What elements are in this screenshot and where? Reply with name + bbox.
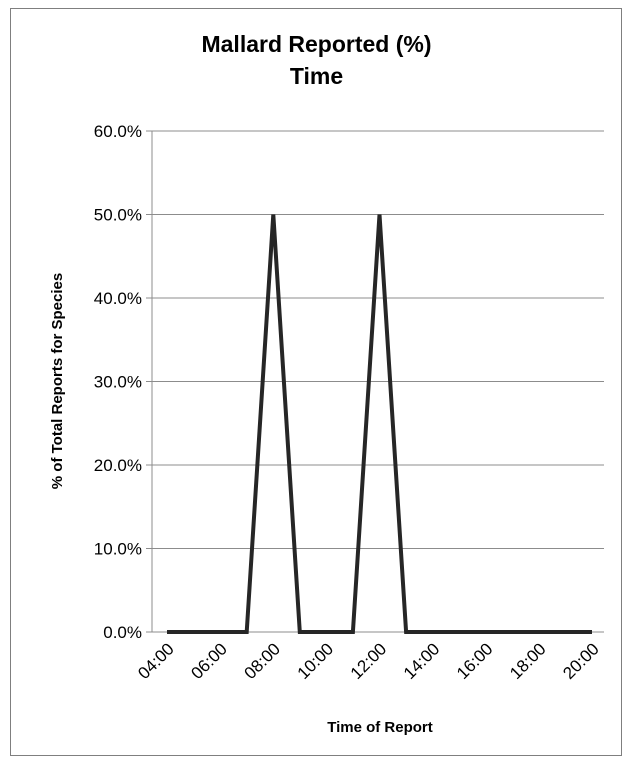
chart-title: Mallard Reported (%) Time [0,28,633,92]
chart-title-line-1: Mallard Reported (%) [201,31,432,57]
x-tick-label: 08:00 [241,639,285,683]
y-axis-title: % of Total Reports for Species [49,273,66,489]
x-tick-label: 14:00 [400,639,444,683]
y-tick-label: 0.0% [103,623,142,642]
y-tick-label: 10.0% [94,540,142,559]
x-tick-label: 10:00 [294,639,338,683]
x-tick-label: 16:00 [453,639,497,683]
x-tick-label: 20:00 [559,639,603,683]
y-tick-label: 30.0% [94,373,142,392]
x-tick-labels: 04:00 06:00 08:00 10:00 12:00 14:00 16:00 18:00… [134,639,603,683]
y-tick-label: 60.0% [94,122,142,141]
y-tick-label: 50.0% [94,206,142,225]
x-axis-title: Time of Report [327,719,433,736]
x-tick-label: 04:00 [134,639,178,683]
x-tick-label: 12:00 [347,639,391,683]
x-tick-label: 06:00 [187,639,231,683]
series-line [167,214,592,634]
series-group [167,214,592,634]
y-tick-label: 40.0% [94,289,142,308]
gridlines [146,130,604,633]
x-tick-label: 18:00 [506,639,550,683]
y-tick-labels: 0.0% 10.0% 20.0% 30.0% 40.0% 50.0% 60.0% [94,122,142,642]
chart-title-line-2: Time [289,63,344,89]
y-tick-label: 20.0% [94,456,142,475]
